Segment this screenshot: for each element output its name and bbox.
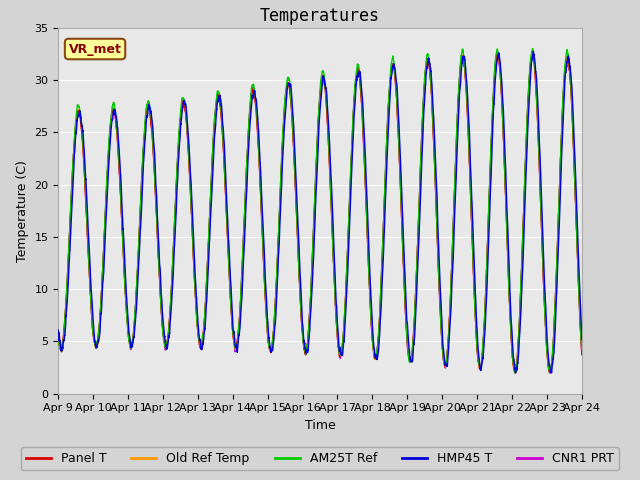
Y-axis label: Temperature (C): Temperature (C) [16, 160, 29, 262]
Text: VR_met: VR_met [68, 43, 122, 56]
X-axis label: Time: Time [305, 419, 335, 432]
Title: Temperatures: Temperatures [260, 7, 380, 25]
Legend: Panel T, Old Ref Temp, AM25T Ref, HMP45 T, CNR1 PRT: Panel T, Old Ref Temp, AM25T Ref, HMP45 … [21, 447, 619, 470]
